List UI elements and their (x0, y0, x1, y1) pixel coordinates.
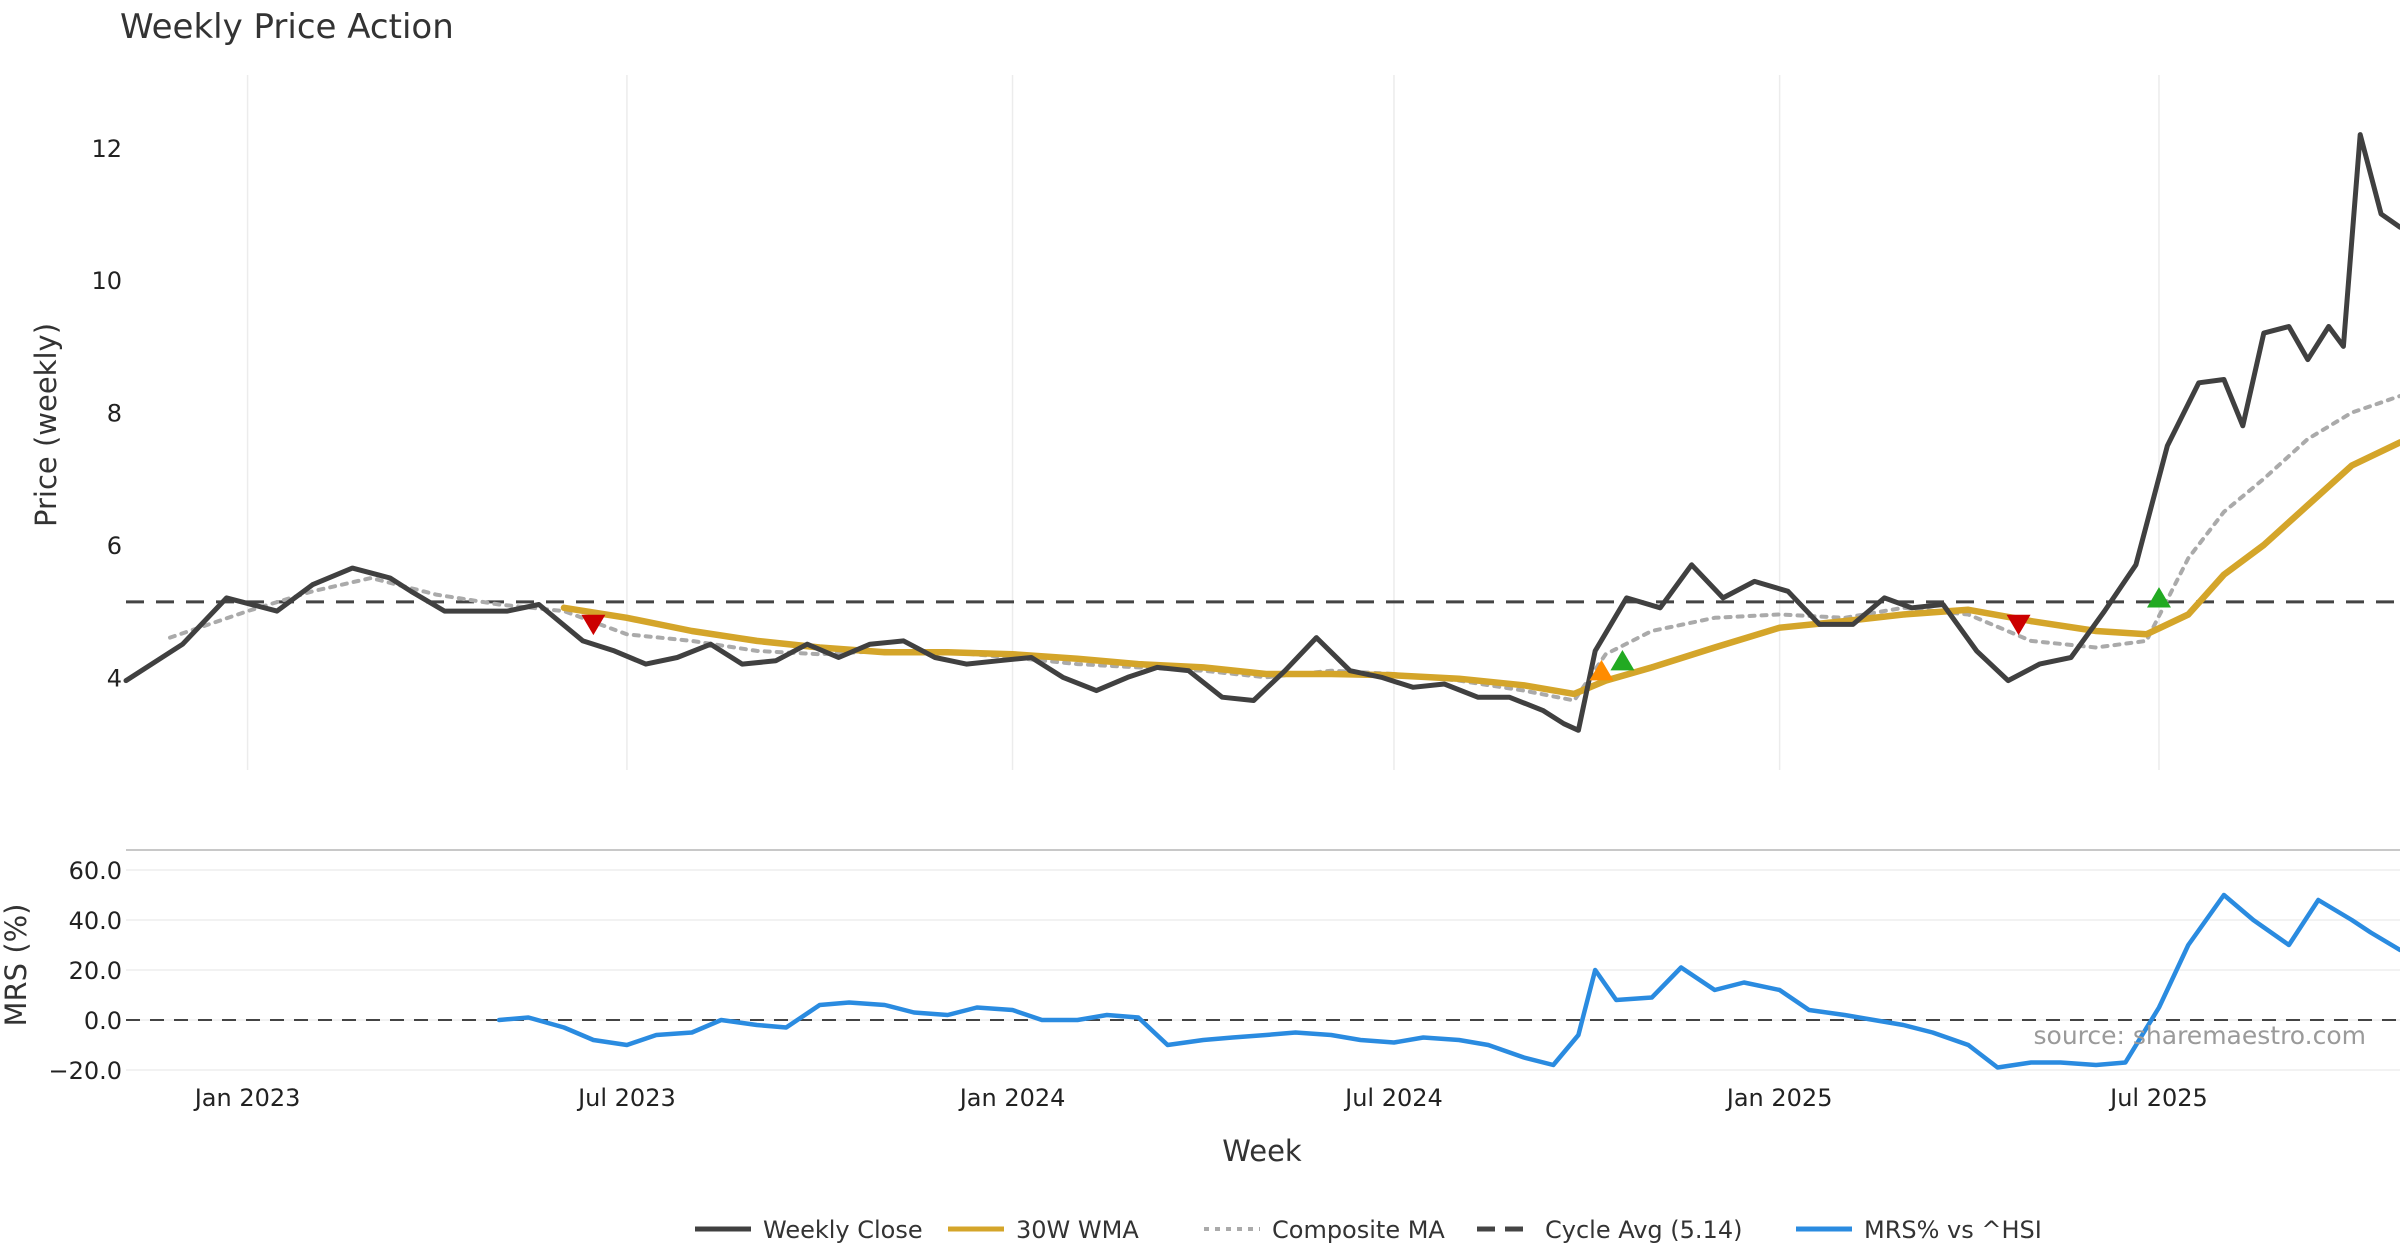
mrs-y-axis-label: MRS (%) (0, 904, 33, 1027)
x-tick-label: Jan 2023 (193, 1084, 301, 1112)
x-tick-label: Jan 2025 (1725, 1084, 1833, 1112)
price-y-ticks: 4 6 8 10 12 (91, 135, 122, 693)
legend-item-label: 30W WMA (1016, 1216, 1139, 1244)
series-line-composite-ma (168, 394, 2400, 703)
x-tick-label: Jul 2025 (2108, 1084, 2208, 1112)
x-axis-label: Week (1222, 1134, 1302, 1168)
legend-item-label: Composite MA (1272, 1216, 1445, 1244)
price-y-tick-label: 8 (107, 400, 122, 428)
buy-signal-marker (1589, 659, 1614, 681)
x-tick-label: Jul 2023 (576, 1084, 676, 1112)
sell-signal-marker (581, 614, 606, 636)
mrs-y-ticks: 60.0 40.0 20.0 0.0 −20.0 (48, 857, 122, 1085)
mrs-series-group (496, 892, 2400, 1070)
series-line-30w-wma (560, 439, 2400, 698)
mrs-y-tick-label: 60.0 (69, 857, 122, 885)
mrs-y-tick-label: 20.0 (69, 957, 122, 985)
mrs-y-tick-label: 0.0 (84, 1007, 122, 1035)
price-y-axis-label: Price (weekly) (29, 323, 63, 527)
price-y-tick-label: 6 (107, 532, 122, 560)
legend: Weekly Close 30W WMA Composite MA Cycle Avg… (695, 1216, 2042, 1244)
price-panel: 4 6 8 10 12 Price (weekly) (29, 75, 2400, 770)
price-y-tick-label: 12 (91, 135, 122, 163)
series-line-weekly-close (123, 132, 2400, 733)
price-gridlines (246, 75, 2160, 770)
price-series-group (123, 132, 2400, 733)
mrs-panel: 60.0 40.0 20.0 0.0 −20.0 MRS (%) source: sha… (0, 849, 2400, 1085)
mrs-y-tick-label: −20.0 (48, 1057, 122, 1085)
sell-signal-marker (2006, 614, 2031, 636)
legend-item-label: Weekly Close (763, 1216, 923, 1244)
mrs-y-tick-label: 40.0 (69, 907, 122, 935)
x-tick-label: Jan 2024 (958, 1084, 1066, 1112)
legend-item-label: MRS% vs ^HSI (1864, 1216, 2042, 1244)
signal-markers (581, 587, 2171, 681)
source-note: source: sharemaestro.com (2034, 1021, 2367, 1050)
price-y-tick-label: 4 (107, 664, 122, 692)
series-line-mrs (496, 892, 2400, 1070)
buy-signal-marker (1610, 649, 1635, 671)
x-tick-label: Jul 2024 (1343, 1084, 1443, 1112)
chart-title: Weekly Price Action (120, 7, 454, 47)
buy-signal-marker (2146, 587, 2171, 608)
x-axis-ticks: Jan 2023 Jul 2023 Jan 2024 Jul 2024 Jan 2025… (193, 1084, 2208, 1112)
price-y-tick-label: 10 (91, 267, 122, 295)
legend-item-label: Cycle Avg (5.14) (1545, 1216, 1742, 1244)
